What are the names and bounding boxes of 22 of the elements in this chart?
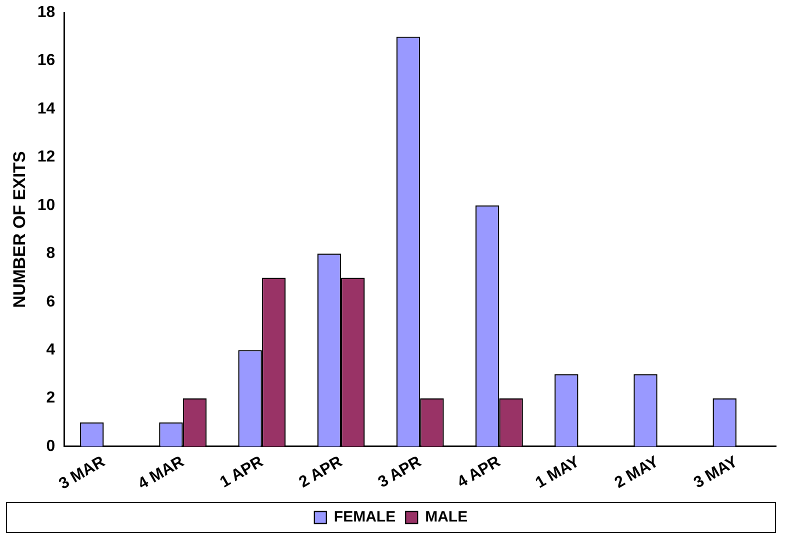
legend-label: FEMALE xyxy=(334,508,396,526)
y-tick-label: 6 xyxy=(46,293,56,310)
y-tick-label: 12 xyxy=(37,148,56,166)
x-tick-label: 3 APR xyxy=(376,453,425,492)
x-tick-label: 4 MAR xyxy=(135,453,188,493)
x-tick-label: 2 APR xyxy=(296,453,346,492)
legend-label: MALE xyxy=(425,508,468,526)
y-tick-label: 16 xyxy=(37,52,56,70)
x-tick-label: 1 APR xyxy=(217,453,267,492)
x-tick-label: 3 MAY xyxy=(691,453,741,492)
y-tick-label: 0 xyxy=(46,438,56,455)
x-tick-label: 3 MAR xyxy=(56,453,108,493)
x-tick-label: 4 APR xyxy=(454,453,504,492)
y-tick-label: 10 xyxy=(37,196,56,214)
y-tick-label: 8 xyxy=(46,245,56,262)
y-tick-label: 18 xyxy=(37,4,56,22)
x-tick-label: 1 MAY xyxy=(532,453,583,492)
y-tick-label: 2 xyxy=(46,390,56,407)
x-tick-label: 2 MAY xyxy=(612,453,662,492)
y-tick-label: 4 xyxy=(46,341,56,358)
y-axis-title: NUMBER OF EXITS xyxy=(10,151,29,308)
y-tick-label: 14 xyxy=(37,100,56,118)
